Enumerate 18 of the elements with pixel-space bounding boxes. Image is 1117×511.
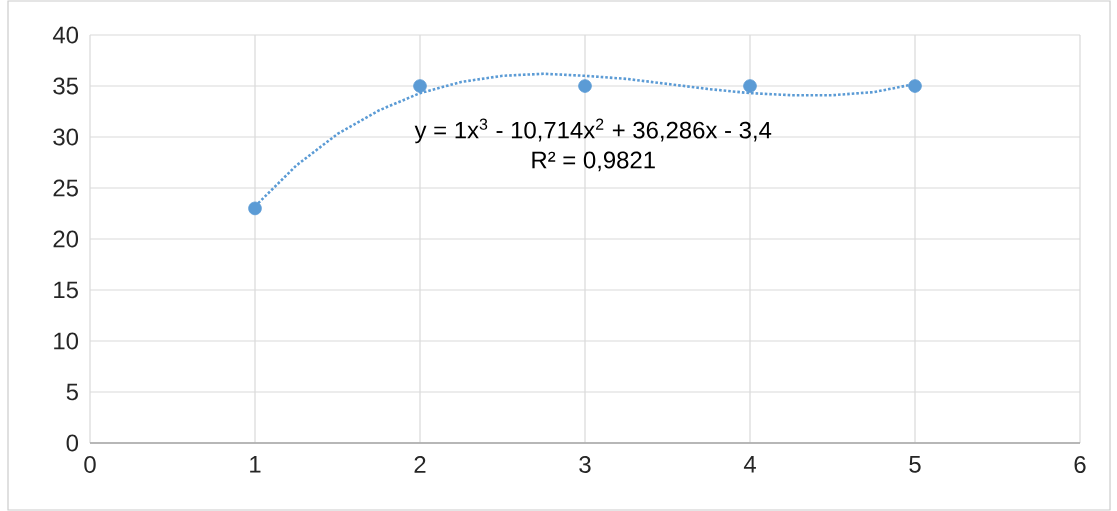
x-tick-label: 4	[743, 456, 756, 473]
x-tick-label: 0	[84, 456, 96, 473]
y-tick-label: 25	[53, 179, 78, 197]
y-tick-label: 35	[53, 77, 78, 95]
y-tick-label: 40	[52, 26, 79, 44]
x-tick-label: 2	[414, 456, 426, 473]
y-tick-label: 15	[54, 281, 78, 299]
y-tick-label: 20	[53, 230, 79, 248]
x-tick-label: 3	[579, 456, 591, 473]
x-tick-label: 1	[250, 456, 261, 473]
annotation: R² = 0,9821	[532, 151, 655, 172]
annotation: y = 1x$^{3}$ - 10,714x$^{2}$ + 36,286x - 3,4	[414, 118, 772, 144]
x-tick-label: 5	[909, 456, 921, 473]
x-tick-label: 6	[1074, 456, 1086, 473]
y-tick-label: 0	[66, 434, 79, 452]
y-tick-label: 5	[66, 383, 78, 401]
y-tick-label: 30	[53, 128, 79, 146]
y-tick-label: 10	[54, 332, 79, 350]
